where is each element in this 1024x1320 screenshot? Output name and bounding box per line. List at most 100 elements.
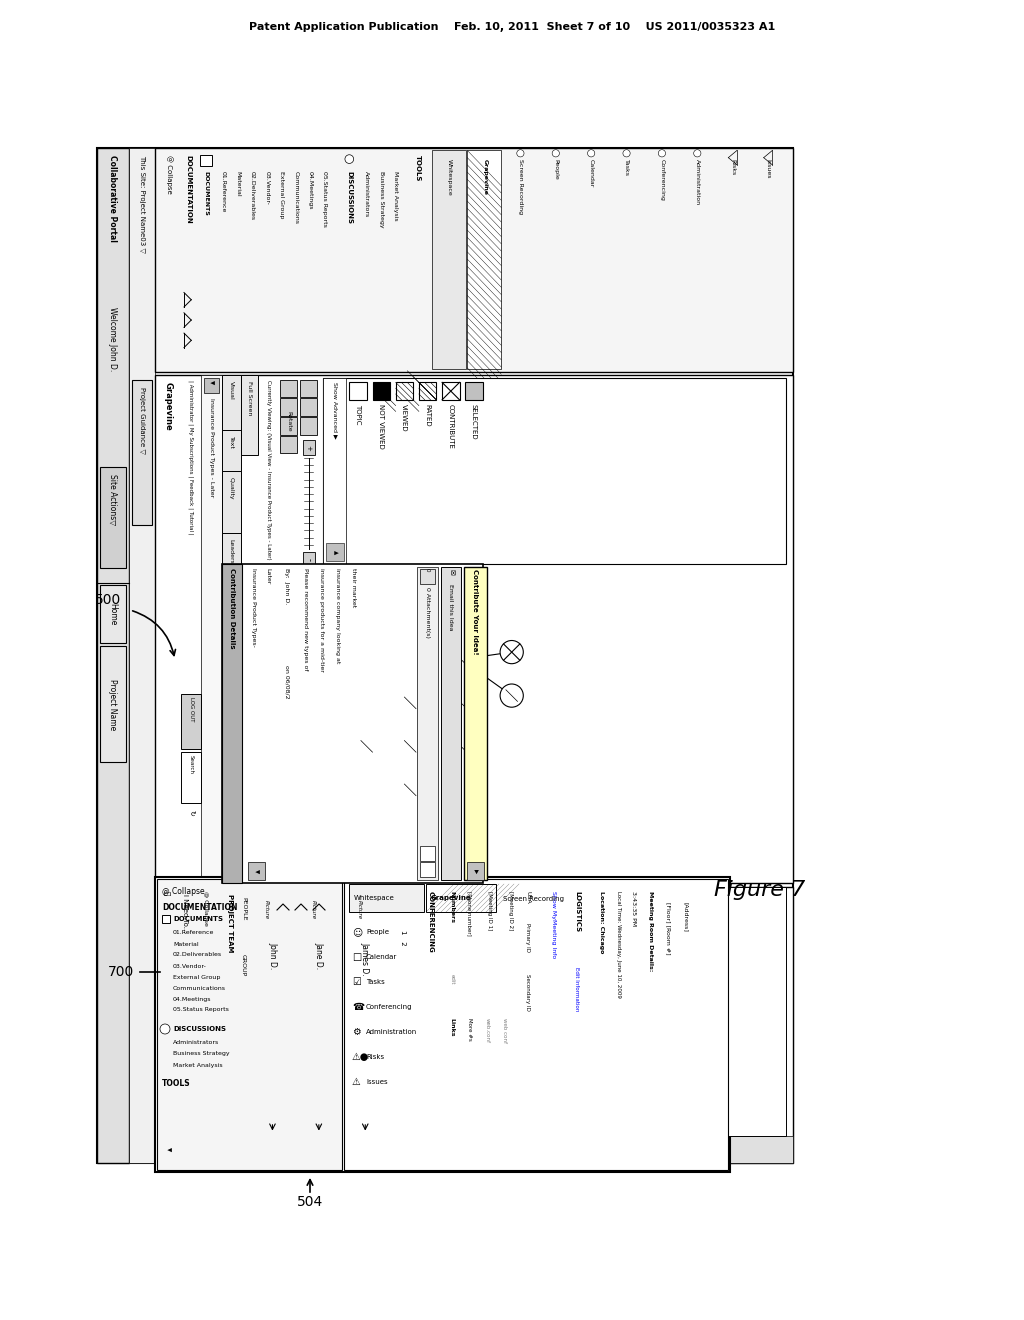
Text: Whitespace: Whitespace xyxy=(447,160,453,195)
Text: TOOLS: TOOLS xyxy=(162,1080,190,1089)
Text: 02.Deliverables: 02.Deliverables xyxy=(173,953,222,957)
Text: Administration: Administration xyxy=(366,1030,417,1035)
Polygon shape xyxy=(155,148,793,372)
Polygon shape xyxy=(587,887,785,1137)
Text: Insurance Product Types-: Insurance Product Types- xyxy=(251,568,256,647)
Text: +: + xyxy=(306,445,311,450)
Polygon shape xyxy=(567,887,587,1137)
Circle shape xyxy=(398,735,422,758)
Text: 3:43:35 PM: 3:43:35 PM xyxy=(631,891,636,927)
Text: 03.Vendor-: 03.Vendor- xyxy=(264,170,269,205)
Circle shape xyxy=(345,154,353,164)
Text: ☺: ☺ xyxy=(352,927,362,937)
Text: @ Collapse: @ Collapse xyxy=(166,154,173,194)
Text: Full Screen: Full Screen xyxy=(247,381,252,416)
Text: 504: 504 xyxy=(297,1195,324,1209)
Text: @ Collapse: @ Collapse xyxy=(162,887,205,896)
Text: Contribute Your Idea!: Contribute Your Idea! xyxy=(472,569,478,655)
Text: USA: USA xyxy=(525,891,530,904)
Text: Issues: Issues xyxy=(766,160,770,178)
Text: Tasks: Tasks xyxy=(624,160,629,176)
Circle shape xyxy=(398,779,422,801)
Text: Grapevine: Grapevine xyxy=(482,160,487,195)
Text: I Need To...: I Need To... xyxy=(182,894,188,933)
Text: @ Collapse: @ Collapse xyxy=(203,891,208,927)
Polygon shape xyxy=(256,894,289,935)
Text: Leaders: Leaders xyxy=(228,539,233,564)
Polygon shape xyxy=(222,564,482,883)
Text: edit: edit xyxy=(450,974,455,985)
Polygon shape xyxy=(132,380,153,524)
Text: insurance company looking at: insurance company looking at xyxy=(335,568,340,664)
Text: Business Strategy: Business Strategy xyxy=(379,170,384,227)
Text: DISCUSSIONS: DISCUSSIONS xyxy=(346,170,352,223)
Text: ⚠: ⚠ xyxy=(352,1077,360,1086)
Polygon shape xyxy=(237,891,251,946)
Polygon shape xyxy=(280,399,297,416)
Polygon shape xyxy=(100,466,126,568)
Polygon shape xyxy=(465,383,482,400)
Text: Picture: Picture xyxy=(310,900,315,919)
Text: Communications: Communications xyxy=(173,986,226,990)
Polygon shape xyxy=(432,150,466,370)
Polygon shape xyxy=(100,647,126,762)
Bar xyxy=(162,915,170,923)
Text: 04.Meetings: 04.Meetings xyxy=(173,997,212,1002)
Text: Email this Idea: Email this Idea xyxy=(449,583,454,631)
Text: 01.Reference: 01.Reference xyxy=(220,170,225,213)
Text: 1   2: 1 2 xyxy=(400,931,406,946)
Text: DOCUMENTS: DOCUMENTS xyxy=(203,170,208,215)
Text: Communications: Communications xyxy=(293,170,298,223)
Text: Project Name: Project Name xyxy=(109,678,118,730)
Text: ▲: ▲ xyxy=(333,550,337,554)
Text: DOCUMENTS: DOCUMENTS xyxy=(173,916,223,921)
Text: ▼: ▼ xyxy=(254,869,259,873)
Text: Grapevine: Grapevine xyxy=(164,383,173,432)
Text: 04.Meetings: 04.Meetings xyxy=(307,170,312,209)
Polygon shape xyxy=(300,399,317,416)
Text: Collaborative Portal: Collaborative Portal xyxy=(109,154,118,242)
Text: Figure 7: Figure 7 xyxy=(715,880,806,900)
Text: Calendar: Calendar xyxy=(366,954,397,960)
Text: Contribution Details: Contribution Details xyxy=(228,568,234,648)
Circle shape xyxy=(450,692,472,714)
Circle shape xyxy=(623,149,630,157)
Text: Risks: Risks xyxy=(366,1053,384,1060)
Circle shape xyxy=(355,735,378,758)
Polygon shape xyxy=(200,154,212,166)
Text: Later: Later xyxy=(265,568,270,585)
Text: Location: Chicago: Location: Chicago xyxy=(599,891,604,954)
Polygon shape xyxy=(181,752,202,803)
Text: NOT VIEWED: NOT VIEWED xyxy=(378,404,384,449)
Circle shape xyxy=(588,149,595,157)
Text: -: - xyxy=(304,558,313,561)
Circle shape xyxy=(552,149,559,157)
Polygon shape xyxy=(97,148,129,1163)
Bar xyxy=(344,879,728,1170)
Polygon shape xyxy=(420,862,435,876)
Text: Insurance Product Types - Later: Insurance Product Types - Later xyxy=(209,399,214,498)
Bar xyxy=(155,876,730,1172)
Polygon shape xyxy=(129,148,155,1163)
Polygon shape xyxy=(440,887,540,1137)
Text: ⚠●: ⚠● xyxy=(352,1052,370,1063)
Polygon shape xyxy=(175,887,196,1137)
Polygon shape xyxy=(464,566,487,879)
Text: Whitespace: Whitespace xyxy=(354,895,394,902)
Text: ☑: ☑ xyxy=(352,977,360,987)
Text: ▼: ▼ xyxy=(166,1147,171,1151)
Text: 0 Attachment(s): 0 Attachment(s) xyxy=(425,587,430,638)
Polygon shape xyxy=(155,887,793,1163)
Circle shape xyxy=(500,684,523,708)
Polygon shape xyxy=(222,471,241,533)
Text: Market Analysis: Market Analysis xyxy=(393,170,398,220)
Text: Material: Material xyxy=(236,170,241,197)
Polygon shape xyxy=(222,564,242,883)
Text: PROJECT TEAM: PROJECT TEAM xyxy=(227,894,233,953)
Polygon shape xyxy=(349,894,381,935)
Text: web.conf: web.conf xyxy=(484,1018,489,1043)
Text: Tasks: Tasks xyxy=(366,979,385,985)
Circle shape xyxy=(450,735,472,758)
Text: 500: 500 xyxy=(95,593,121,607)
Text: PEOPLE: PEOPLE xyxy=(241,898,246,920)
